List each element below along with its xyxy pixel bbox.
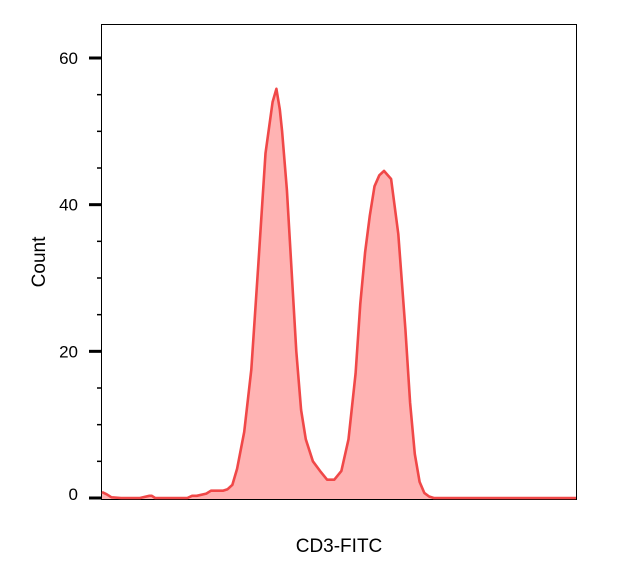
x-axis-label: CD3-FITC bbox=[296, 536, 383, 557]
plot-frame bbox=[101, 24, 577, 500]
y-tick-label: 0 bbox=[69, 485, 78, 504]
y-axis-label: Count bbox=[29, 236, 50, 287]
histogram-outline bbox=[101, 87, 576, 500]
histogram-area bbox=[102, 88, 576, 500]
y-tick-label: 20 bbox=[59, 342, 78, 361]
y-tick-label: 60 bbox=[59, 49, 78, 68]
y-axis: 0 20 40 60 bbox=[59, 49, 102, 504]
y-tick-label: 40 bbox=[59, 196, 78, 215]
